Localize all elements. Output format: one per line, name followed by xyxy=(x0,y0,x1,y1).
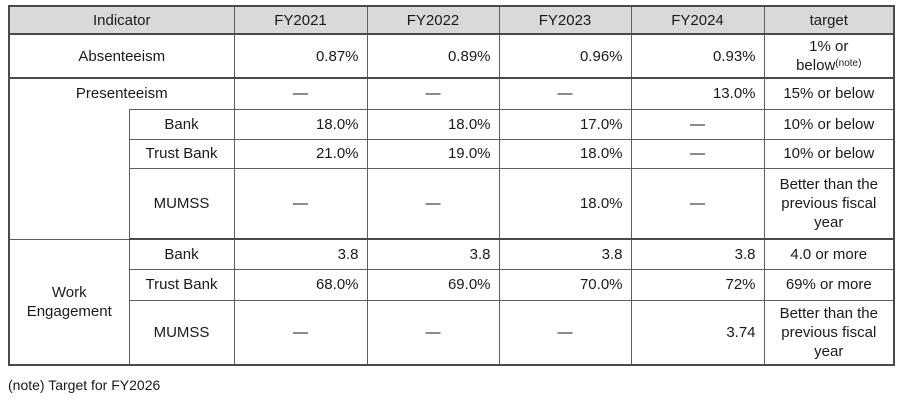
value-cell: 0.89% xyxy=(366,33,500,79)
header-cell-fy2024: FY2024 xyxy=(630,5,765,35)
header-cell-indicator: Indicator xyxy=(8,5,235,35)
value-cell: 13.0% xyxy=(630,77,765,110)
target-cell: 69% or more xyxy=(763,268,895,301)
value-cell: — xyxy=(233,299,368,366)
value-cell: 68.0% xyxy=(233,268,368,301)
value-cell: 3.8 xyxy=(233,238,368,270)
value-cell: 21.0% xyxy=(233,138,368,169)
value-cell: — xyxy=(630,108,765,140)
target-cell: 10% or below xyxy=(763,108,895,140)
kpi-table: Indicator FY2021 FY2022 FY2023 FY2024 ta… xyxy=(8,5,896,366)
sub-label-cell: Bank xyxy=(128,108,235,140)
value-cell: — xyxy=(366,299,500,366)
value-cell: — xyxy=(630,167,765,240)
value-cell: 3.8 xyxy=(366,238,500,270)
value-cell: 0.87% xyxy=(233,33,368,79)
row-work-engagement-mumss: MUMSS — — — 3.74 Better than the previou… xyxy=(9,299,895,366)
footnote: (note) Target for FY2026 xyxy=(8,377,161,393)
header-cell-fy2021: FY2021 xyxy=(233,5,368,35)
value-cell: — xyxy=(498,77,632,110)
value-cell: 18.0% xyxy=(498,138,632,169)
value-cell: — xyxy=(366,167,500,240)
value-cell: 18.0% xyxy=(233,108,368,140)
sub-label-cell: MUMSS xyxy=(128,167,235,240)
value-cell: — xyxy=(233,167,368,240)
target-cell: Better than the previous fiscal year xyxy=(763,299,895,366)
value-cell: — xyxy=(233,77,368,110)
value-cell: 69.0% xyxy=(366,268,500,301)
header-row: Indicator FY2021 FY2022 FY2023 FY2024 ta… xyxy=(8,5,895,35)
value-cell: 70.0% xyxy=(498,268,632,301)
indicator-cell: Absenteeism xyxy=(8,33,235,79)
indicator-group-spacer xyxy=(8,109,130,240)
value-cell: 3.8 xyxy=(498,238,632,270)
value-cell: 19.0% xyxy=(366,138,500,169)
target-cell: 1% or below(note) xyxy=(763,33,895,79)
target-line: 1% or xyxy=(809,38,849,55)
target-cell: 4.0 or more xyxy=(763,238,895,270)
target-cell: Better than the previous fiscal year xyxy=(763,167,895,240)
value-cell: 18.0% xyxy=(366,108,500,140)
target-cell: 10% or below xyxy=(763,138,895,169)
value-cell: 0.93% xyxy=(630,33,765,79)
row-presenteeism-trust-bank: Trust Bank 21.0% 19.0% 18.0% — 10% or be… xyxy=(9,138,895,169)
target-line: below xyxy=(796,57,836,74)
sub-label-cell: Bank xyxy=(128,238,235,270)
value-cell: 18.0% xyxy=(498,167,632,240)
value-cell: 3.74 xyxy=(630,299,765,366)
row-presenteeism-bank: Bank 18.0% 18.0% 17.0% — 10% or below xyxy=(8,108,895,240)
target-cell: 15% or below xyxy=(763,77,895,110)
value-cell: 72% xyxy=(630,268,765,301)
sub-label-cell: MUMSS xyxy=(128,299,235,366)
header-cell-fy2023: FY2023 xyxy=(498,5,632,35)
value-cell: — xyxy=(366,77,500,110)
value-cell: — xyxy=(630,138,765,169)
header-cell-fy2022: FY2022 xyxy=(366,5,500,35)
value-cell: — xyxy=(498,299,632,366)
indicator-cell: Presenteeism xyxy=(8,77,235,109)
row-absenteeism: Absenteeism 0.87% 0.89% 0.96% 0.93% 1% o… xyxy=(8,33,895,79)
row-presenteeism-mumss: MUMSS — — 18.0% — Better than the previo… xyxy=(9,167,895,240)
sub-label-cell: Trust Bank xyxy=(128,138,235,169)
value-cell: 17.0% xyxy=(498,108,632,140)
value-cell: 3.8 xyxy=(630,238,765,270)
row-work-engagement-bank: Work Engagement Bank 3.8 3.8 3.8 3.8 4.0… xyxy=(8,238,895,366)
row-work-engagement-trust-bank: Trust Bank 68.0% 69.0% 70.0% 72% 69% or … xyxy=(9,268,895,301)
value-cell: 0.96% xyxy=(498,33,632,79)
sub-label-cell: Trust Bank xyxy=(128,268,235,301)
note-superscript: (note) xyxy=(835,58,862,69)
indicator-group-cell: Work Engagement xyxy=(8,238,130,366)
header-cell-target: target xyxy=(763,5,895,35)
row-presenteeism: Presenteeism — — — 13.0% 15% or below xyxy=(8,77,895,110)
